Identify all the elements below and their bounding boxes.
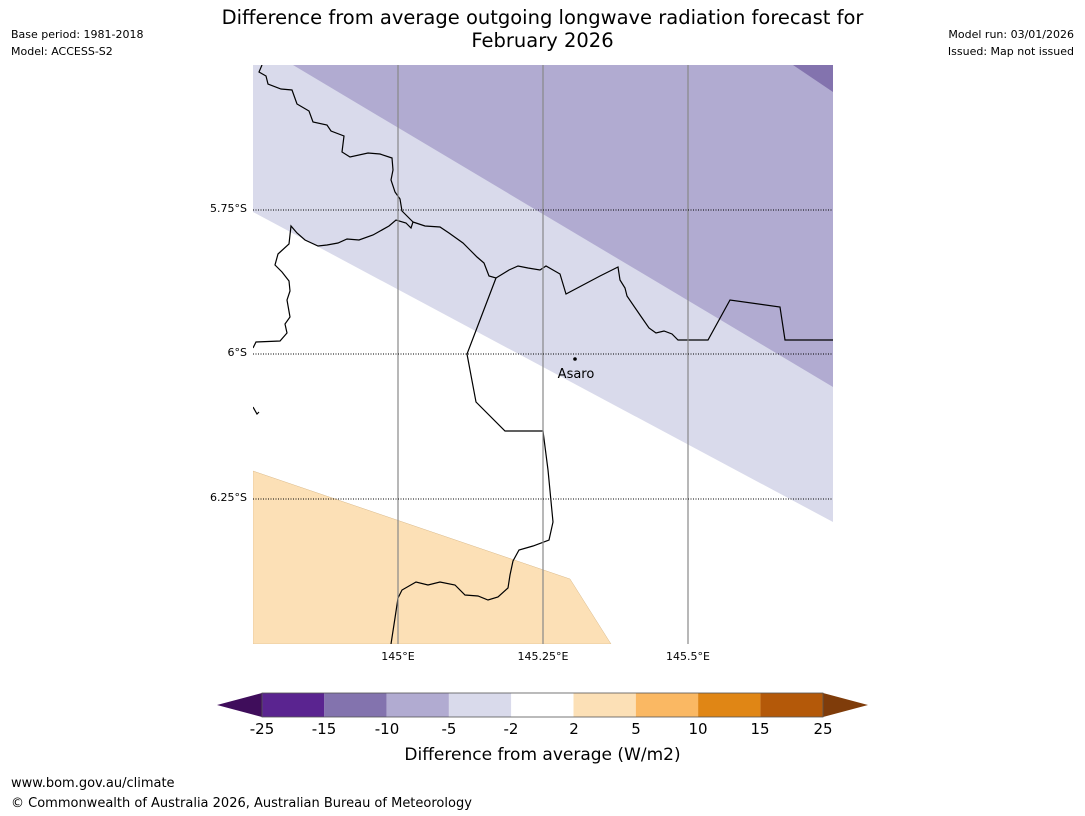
asaro-label: Asaro [558, 367, 595, 382]
olr-band-plus2-to-plus5 [253, 470, 612, 644]
footer-url[interactable]: www.bom.gov.au/climate [11, 776, 175, 791]
base-period-text: Base period: 1981-2018 [11, 28, 144, 41]
colorbar-tick: 25 [813, 720, 833, 738]
footer-copyright: © Commonwealth of Australia 2026, Austra… [11, 796, 472, 811]
title-line-1: Difference from average outgoing longwav… [221, 6, 864, 29]
map-title: Difference from average outgoing longwav… [0, 6, 1085, 52]
lon-label-145-25e: 145.25°E [517, 650, 569, 663]
lat-label-6-25s: 6.25°S [210, 491, 247, 504]
colorbar-tick: -25 [249, 720, 275, 738]
colorbar-label: Difference from average (W/m2) [404, 745, 681, 765]
model-text: Model: ACCESS-S2 [11, 45, 113, 58]
colorbar-tick: -10 [374, 720, 400, 738]
asaro-marker [573, 357, 577, 361]
olr-band-minus15-to-minus10 [793, 65, 833, 92]
colorbar-tick: -5 [441, 720, 457, 738]
colorbar-segment [386, 693, 449, 717]
colorbar-segment [635, 693, 699, 717]
colorbar-extend-high [823, 693, 868, 717]
colorbar-tick: 15 [750, 720, 770, 738]
olr-band-minus10-to-minus5 [293, 65, 833, 387]
coastline-north [253, 65, 414, 349]
issued-text: Issued: Map not issued [947, 45, 1074, 58]
lon-label-145-5e: 145.5°E [666, 650, 710, 663]
colorbar-segment [573, 693, 636, 717]
colorbar [217, 692, 868, 718]
colorbar-segment [262, 693, 325, 717]
colorbar-tick: -2 [503, 720, 519, 738]
colorbar-segment [324, 693, 387, 717]
colorbar-segment [511, 693, 574, 717]
lat-label-6s: 6°S [227, 346, 247, 359]
colorbar-tick: 10 [688, 720, 708, 738]
colorbar-segment [448, 693, 512, 717]
map-plot-area: Asaro [253, 65, 833, 644]
province-border-north [412, 221, 833, 341]
colorbar-tick: 2 [569, 720, 579, 738]
colorbar-segment [760, 693, 823, 717]
coastline-fragment [253, 406, 260, 415]
title-line-2: February 2026 [471, 29, 614, 52]
colorbar-outline [261, 692, 824, 718]
colorbar-extend-low [217, 693, 262, 717]
model-run-text: Model run: 03/01/2026 [948, 28, 1074, 41]
lon-label-145e: 145°E [381, 650, 415, 663]
colorbar-tick: -15 [311, 720, 337, 738]
colorbar-tick: 5 [631, 720, 641, 738]
colorbar-segment [698, 693, 761, 717]
lat-label-5-75s: 5.75°S [210, 202, 247, 215]
